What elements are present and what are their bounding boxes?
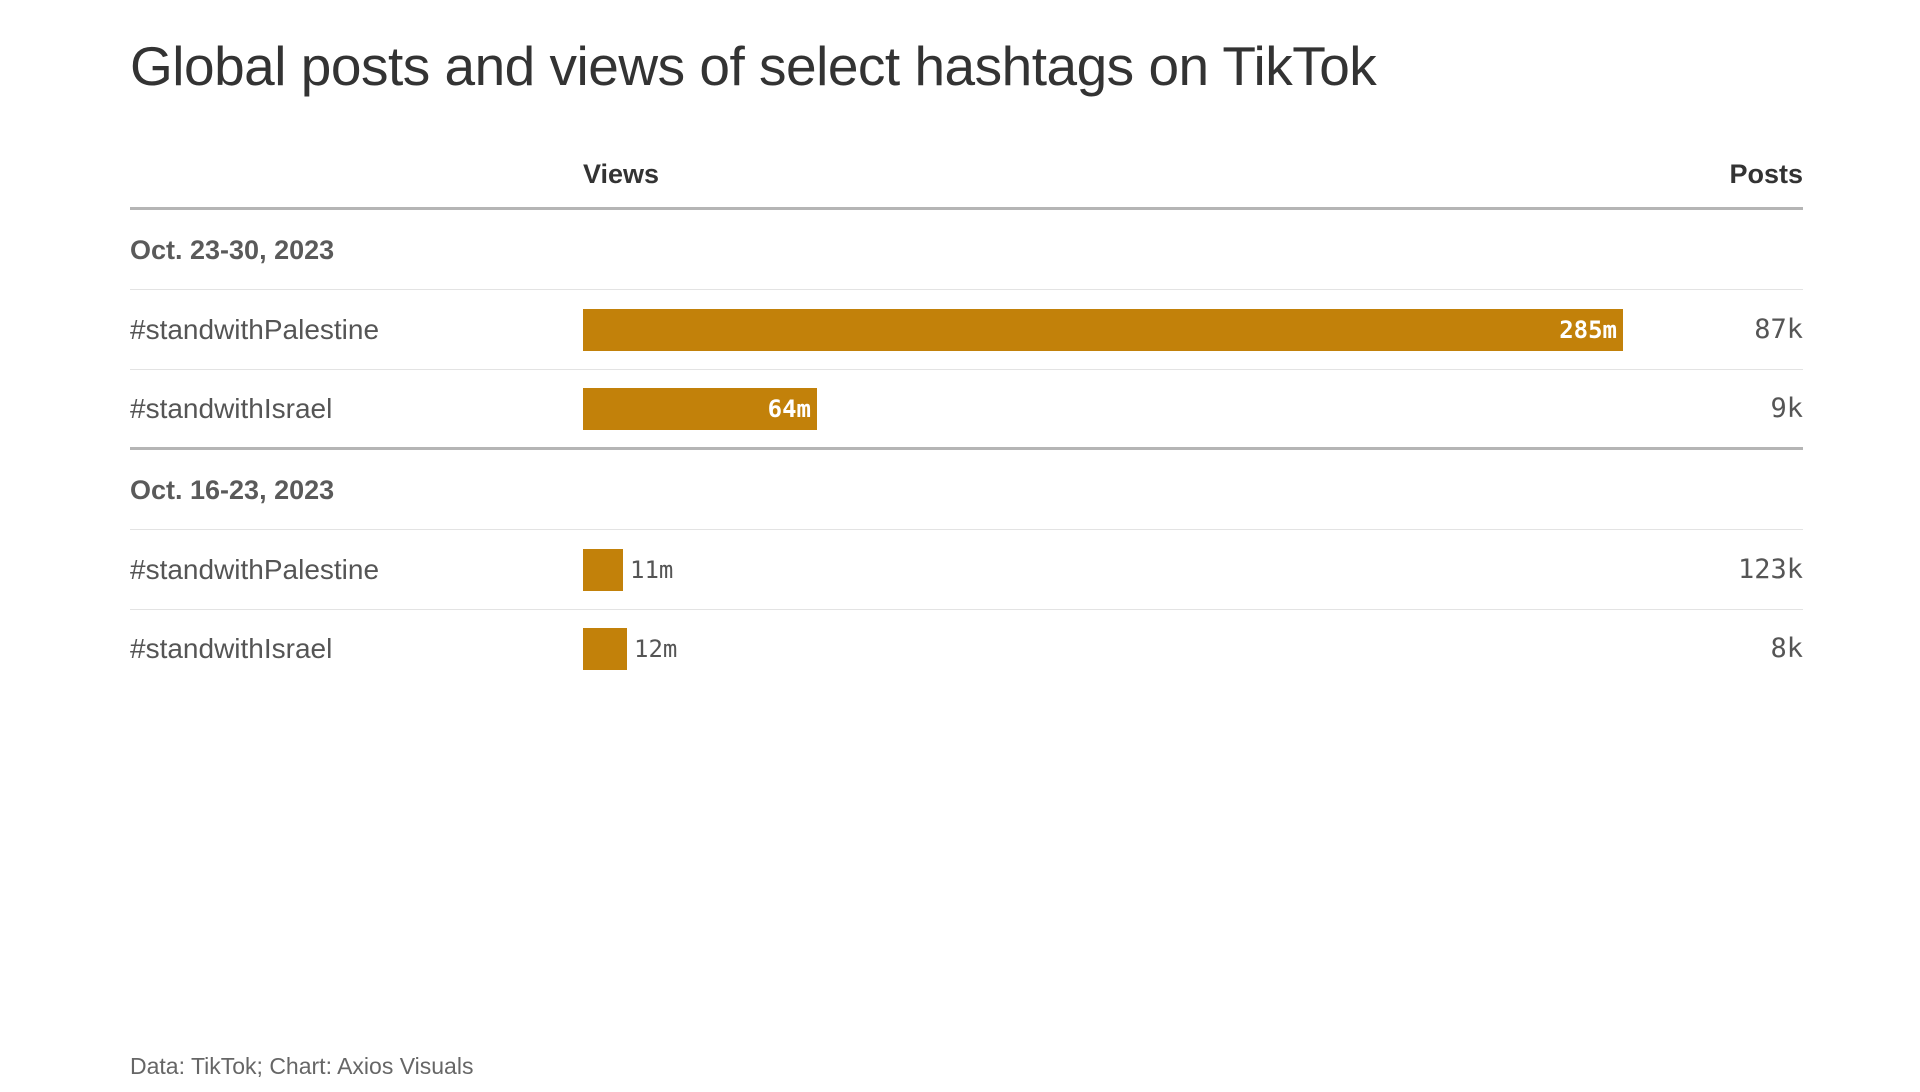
posts-column-header: Posts <box>1729 159 1803 189</box>
views-bar <box>583 309 1623 351</box>
posts-value-label: 123k <box>1737 554 1803 585</box>
views-value-label: 64m <box>767 395 811 423</box>
row-label: #standwithPalestine <box>130 314 380 345</box>
group-rule <box>130 447 1803 450</box>
views-value-label: 285m <box>1559 316 1617 344</box>
posts-value-label: 9k <box>1770 393 1803 424</box>
posts-value-label: 8k <box>1770 633 1803 664</box>
group-label-oct-23-30: Oct. 23-30, 2023 <box>130 235 335 265</box>
views-bar <box>583 628 627 670</box>
row-label: #standwithPalestine <box>130 554 380 585</box>
views-bar <box>583 549 623 591</box>
row-label: #standwithIsrael <box>130 393 333 424</box>
row-divider <box>130 289 1803 290</box>
header-rule <box>130 207 1803 210</box>
views-bar <box>583 388 817 430</box>
views-value-label: 11m <box>630 556 674 584</box>
row-label: #standwithIsrael <box>130 633 333 664</box>
views-column-header: Views <box>583 159 660 189</box>
row-divider <box>130 369 1803 370</box>
row-divider <box>130 529 1803 530</box>
source-note: Data: TikTok; Chart: Axios Visuals <box>130 1053 474 1079</box>
views-value-label: 12m <box>634 635 678 663</box>
chart-title: Global posts and views of select hashtag… <box>130 35 1377 97</box>
posts-value-label: 87k <box>1754 314 1803 345</box>
group-label-oct-16-23: Oct. 16-23, 2023 <box>130 475 335 505</box>
row-divider <box>130 609 1803 610</box>
